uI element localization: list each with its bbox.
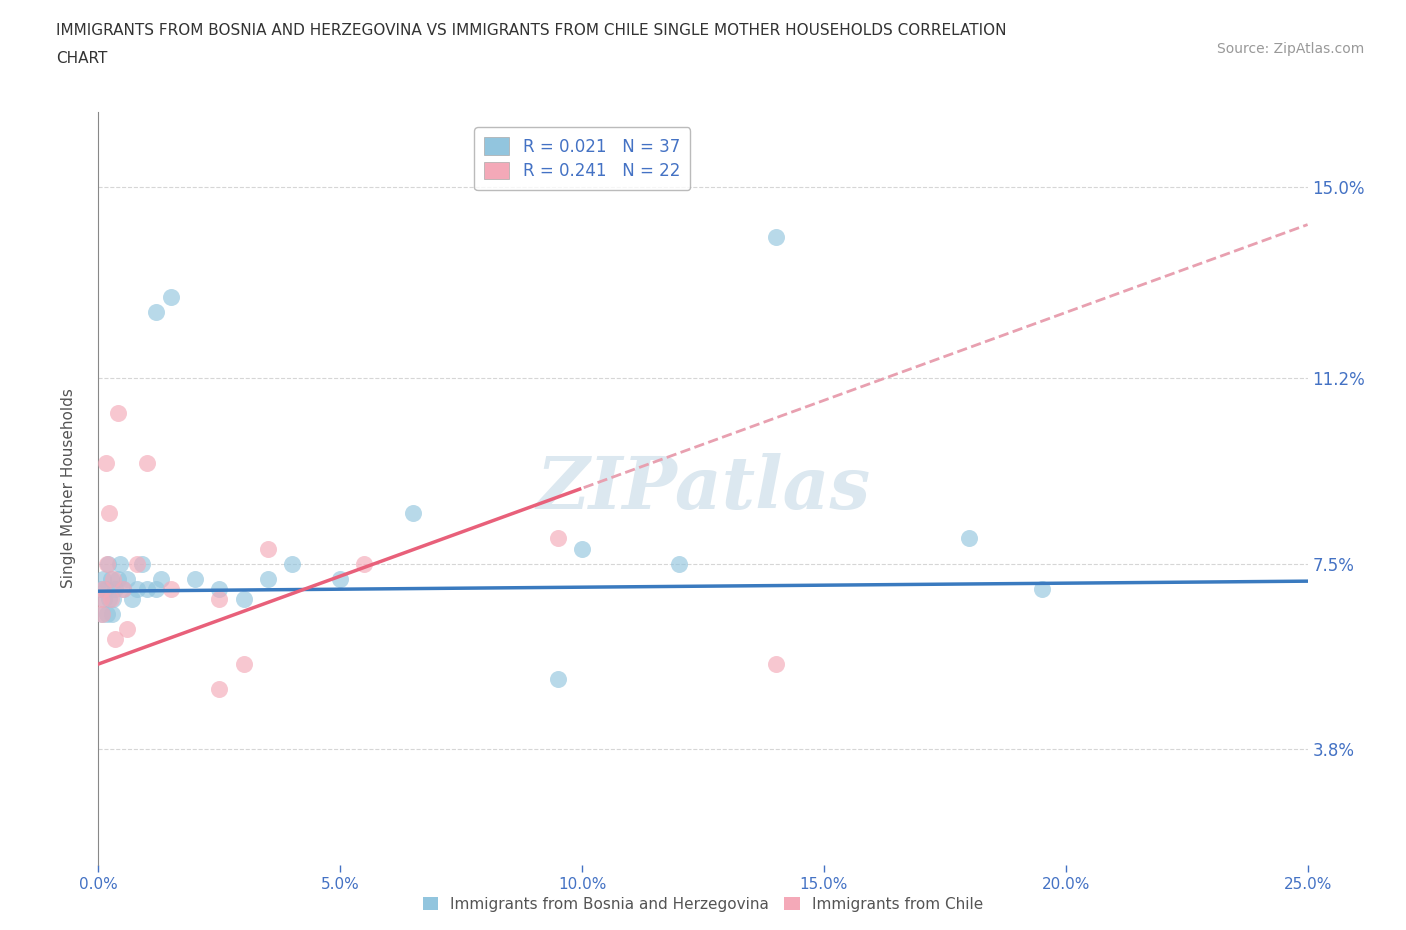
Point xyxy=(232,657,254,671)
Point xyxy=(184,571,207,586)
Legend: R = 0.021   N = 37, R = 0.241   N = 22: R = 0.021 N = 37, R = 0.241 N = 22 xyxy=(474,127,690,191)
Text: CHART: CHART xyxy=(56,51,108,66)
Point xyxy=(145,581,167,596)
Point xyxy=(150,571,173,586)
Point xyxy=(107,405,129,420)
Point xyxy=(100,591,122,606)
Point xyxy=(547,671,569,686)
Point xyxy=(98,591,121,606)
Point xyxy=(547,531,569,546)
Point xyxy=(957,531,980,546)
Point xyxy=(765,230,787,245)
Point xyxy=(145,305,167,320)
Point xyxy=(121,591,143,606)
Point xyxy=(131,556,153,571)
Point xyxy=(108,556,131,571)
Point xyxy=(127,556,149,571)
Point xyxy=(107,571,129,586)
Point xyxy=(329,571,352,586)
Point xyxy=(91,606,114,621)
Point xyxy=(208,591,231,606)
Point xyxy=(160,581,183,596)
Point xyxy=(256,571,278,586)
Point xyxy=(668,556,690,571)
Point xyxy=(402,506,425,521)
Point xyxy=(94,456,117,471)
Point xyxy=(101,571,124,586)
Point xyxy=(91,581,114,596)
Point xyxy=(97,556,120,571)
Point xyxy=(117,571,139,586)
Point xyxy=(135,456,157,471)
Point xyxy=(127,581,149,596)
Legend: Immigrants from Bosnia and Herzegovina, Immigrants from Chile: Immigrants from Bosnia and Herzegovina, … xyxy=(416,891,990,918)
Point xyxy=(91,606,114,621)
Point xyxy=(111,581,134,596)
Point xyxy=(104,581,127,596)
Text: ZIPatlas: ZIPatlas xyxy=(536,453,870,524)
Point xyxy=(101,591,124,606)
Point xyxy=(353,556,375,571)
Point xyxy=(100,571,122,586)
Point xyxy=(765,657,787,671)
Point xyxy=(1031,581,1053,596)
Point xyxy=(208,581,231,596)
Point xyxy=(256,541,278,556)
Point xyxy=(281,556,304,571)
Point xyxy=(93,591,115,606)
Text: Source: ZipAtlas.com: Source: ZipAtlas.com xyxy=(1216,42,1364,56)
Point xyxy=(90,581,112,596)
Point xyxy=(104,631,127,646)
Point xyxy=(94,581,117,596)
Point xyxy=(117,621,139,636)
Point xyxy=(96,606,118,621)
Point xyxy=(111,581,134,596)
Point xyxy=(96,556,118,571)
Text: IMMIGRANTS FROM BOSNIA AND HERZEGOVINA VS IMMIGRANTS FROM CHILE SINGLE MOTHER HO: IMMIGRANTS FROM BOSNIA AND HERZEGOVINA V… xyxy=(56,23,1007,38)
Y-axis label: Single Mother Households: Single Mother Households xyxy=(60,389,76,588)
Point xyxy=(98,506,121,521)
Point xyxy=(208,682,231,697)
Point xyxy=(232,591,254,606)
Point xyxy=(135,581,157,596)
Point xyxy=(90,591,112,606)
Point xyxy=(160,290,183,305)
Point xyxy=(91,571,114,586)
Point xyxy=(101,606,124,621)
Point xyxy=(571,541,593,556)
